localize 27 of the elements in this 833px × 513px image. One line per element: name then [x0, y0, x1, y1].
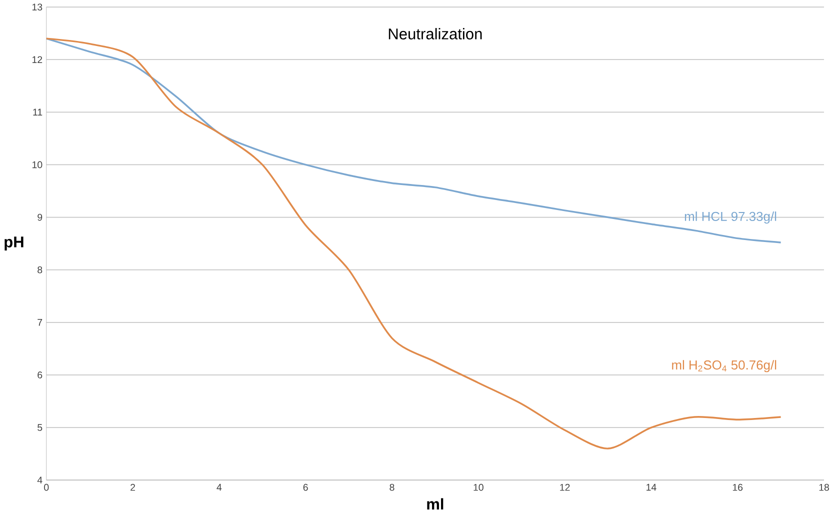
text: ml H$_{2}$SO$_{4}$ 50.76g/l: [672, 360, 776, 372]
x-tick-label: 0: [44, 484, 49, 491]
y-tick-label: 10: [32, 161, 42, 168]
y-tick-label: 11: [33, 108, 42, 116]
y-axis-title: pH: [4, 236, 24, 250]
line-series: [46, 38, 782, 244]
x-axis-title: ml: [427, 498, 444, 510]
y-tick-label: 12: [32, 56, 42, 63]
y-tick-label: 8: [38, 266, 42, 274]
y-tick-label: 6: [38, 371, 42, 378]
y-tick-label: 4: [37, 476, 42, 484]
x-tick-label: 16: [732, 484, 743, 491]
x-tick-label: 4: [216, 484, 222, 491]
line-series: [46, 38, 782, 450]
text: Neutralization: [388, 28, 482, 40]
y-tick-label: 13: [32, 4, 42, 10]
x-tick-label: 14: [646, 484, 656, 491]
y-tick-label: 7: [38, 319, 42, 326]
y-tick-label: 9: [38, 214, 42, 221]
series-label: ml HCL 97.33g/l: [684, 211, 776, 224]
y-tick-label: 5: [38, 424, 42, 431]
x-tick-label: 12: [560, 484, 570, 491]
x-tick-label: 10: [474, 484, 484, 491]
x-tick-label: 6: [303, 484, 308, 491]
x-tick-label: 2: [130, 484, 135, 491]
x-tick-label: 8: [390, 484, 394, 491]
x-tick-label: 18: [819, 484, 829, 491]
